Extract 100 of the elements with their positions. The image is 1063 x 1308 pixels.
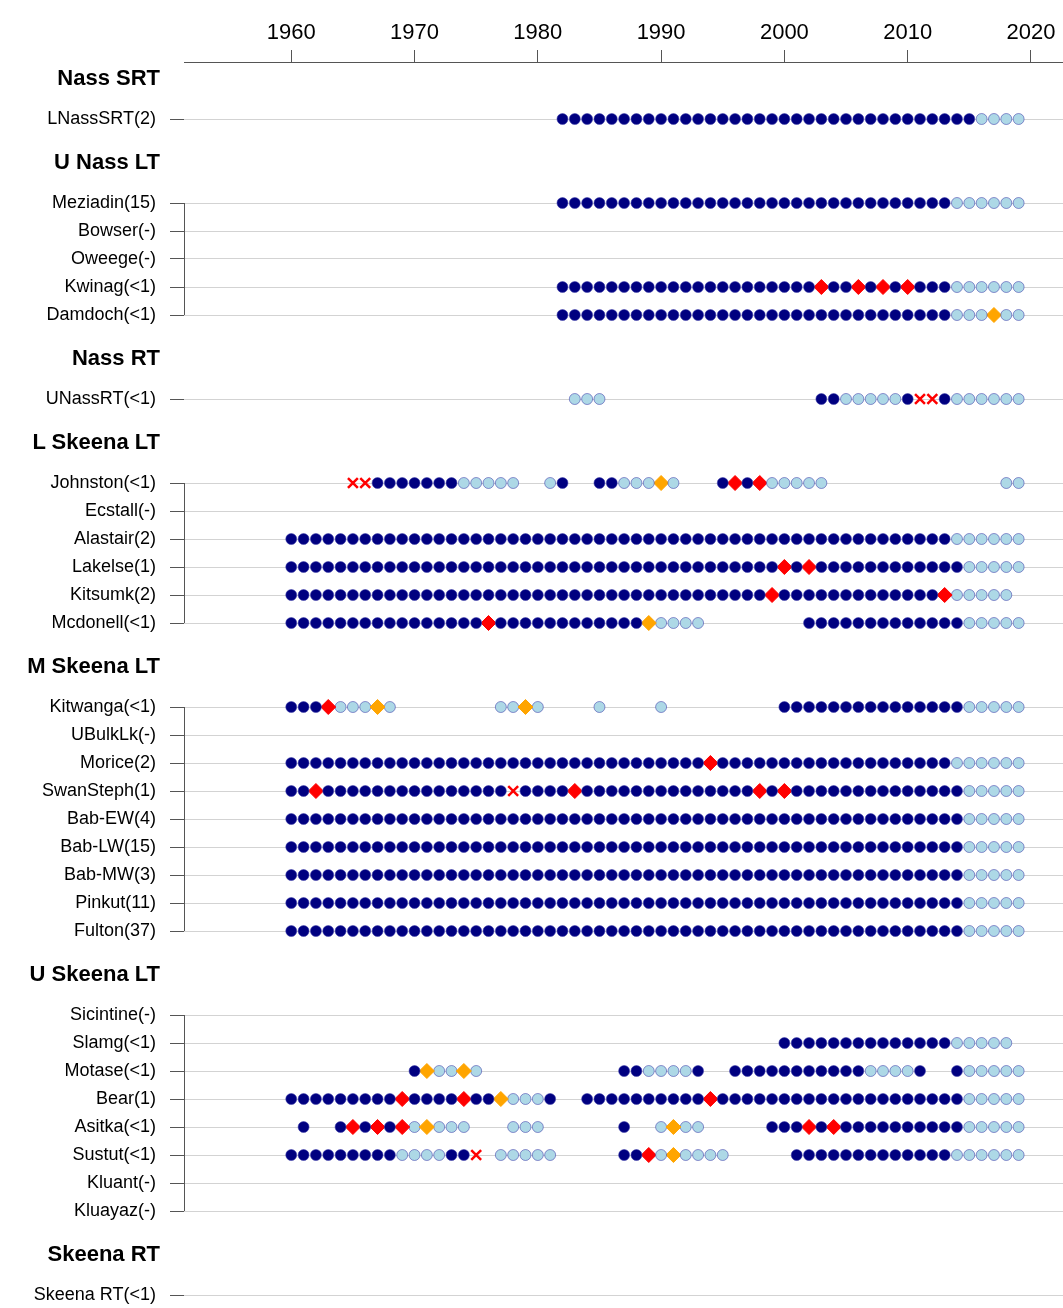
point [803, 113, 816, 125]
chart-title: M Skeena LT [26, 652, 160, 680]
point [556, 113, 569, 125]
point [729, 113, 742, 125]
y-tick-label: SwanSteph(1) [41, 779, 156, 800]
y-tick-label: Bowser(-) [77, 219, 156, 240]
point [667, 113, 680, 125]
point [864, 393, 877, 405]
y-tick-label: Slamg(<1) [72, 1031, 156, 1052]
point [790, 113, 803, 125]
point [679, 113, 692, 125]
point [889, 113, 902, 125]
x-tick-label: 1970 [390, 18, 440, 44]
y-tick-label: Pinkut(11) [75, 891, 156, 912]
point [778, 113, 791, 125]
y-tick-label: Kitwanga(<1) [49, 695, 156, 716]
point [704, 113, 717, 125]
y-tick-label: Johnston(<1) [50, 471, 156, 492]
point [630, 113, 643, 125]
y-tick-label: Kluant(-) [86, 1171, 156, 1192]
point [766, 113, 779, 125]
x-tick-label: 2000 [759, 18, 809, 44]
point [852, 393, 865, 405]
point [926, 113, 939, 125]
y-tick-label: Meziadin(15) [51, 191, 156, 212]
category-label: Skeena RT(<1) [33, 1283, 156, 1304]
point [815, 393, 828, 405]
point [877, 113, 890, 125]
y-tick-label: Motase(<1) [64, 1059, 156, 1080]
point [901, 113, 914, 125]
y-tick-label: Oweege(-) [70, 247, 156, 268]
point [852, 113, 865, 125]
point [568, 113, 581, 125]
text: Skeena RT [46, 1240, 160, 1268]
x-tick-label: 2010 [883, 18, 933, 44]
point [950, 113, 963, 125]
y-tick-label: Bab-LW(15) [60, 835, 156, 856]
point [975, 393, 988, 405]
point [987, 393, 1000, 405]
point [593, 393, 606, 405]
chart-title: L Skeena LT [31, 428, 160, 456]
point [963, 393, 976, 405]
point [840, 113, 853, 125]
y-tick-label: Asitka(<1) [74, 1115, 156, 1136]
y-tick-label: Morice(2) [79, 751, 156, 772]
x-tick-label: 1980 [513, 18, 563, 44]
y-tick-label: Fulton(37) [73, 919, 156, 940]
point [716, 113, 729, 125]
point [963, 113, 976, 125]
point [642, 113, 655, 125]
point [815, 113, 828, 125]
point [568, 393, 581, 405]
y-tick-label: Kwinag(<1) [64, 275, 156, 296]
chart-title: U Nass LT [53, 148, 160, 176]
point [581, 393, 594, 405]
chart-title: U Skeena LT [28, 960, 160, 988]
y-tick-label: UNassRT(<1) [45, 387, 156, 408]
point [1000, 393, 1013, 405]
point [741, 113, 754, 125]
chart-title: Nass SRT [56, 64, 160, 92]
point [1000, 113, 1013, 125]
point [901, 393, 914, 405]
y-tick-label: UBulkLk(-) [70, 723, 156, 744]
y-tick-label: Mcdonell(<1) [51, 611, 156, 632]
point [877, 393, 890, 405]
point [889, 393, 902, 405]
point [864, 113, 877, 125]
y-tick-label: Sicintine(-) [69, 1003, 156, 1024]
x-tick-label: 2020 [1006, 18, 1056, 44]
point [593, 113, 606, 125]
y-tick-label: Alastair(2) [73, 527, 156, 548]
x-tick-label: 1960 [266, 18, 316, 44]
point [827, 393, 840, 405]
point [950, 393, 963, 405]
y-tick-label: Kitsumk(2) [69, 583, 156, 604]
point [938, 393, 951, 405]
point [827, 113, 840, 125]
y-tick-label: Sustut(<1) [72, 1143, 156, 1164]
point [913, 392, 927, 406]
point [753, 113, 766, 125]
point [605, 113, 618, 125]
point [987, 113, 1000, 125]
point [926, 392, 939, 406]
point [618, 113, 631, 125]
point [840, 393, 853, 405]
y-tick-label: Kluayaz(-) [73, 1199, 156, 1220]
y-tick-label: Bab-MW(3) [63, 863, 156, 884]
point [692, 113, 705, 125]
y-tick-label: Ecstall(-) [85, 499, 156, 520]
point [1012, 113, 1025, 125]
x-tick-label: 1990 [636, 18, 686, 44]
y-tick-label: Damdoch(<1) [46, 303, 156, 324]
point [913, 113, 926, 125]
point [938, 113, 951, 125]
y-tick-label: LNassSRT(2) [47, 107, 156, 128]
point [975, 113, 988, 125]
chart-title: Nass RT [70, 344, 160, 372]
y-tick-label: Bear(1) [95, 1087, 156, 1108]
point [581, 113, 594, 125]
y-tick-label: Bab-EW(4) [66, 807, 156, 828]
